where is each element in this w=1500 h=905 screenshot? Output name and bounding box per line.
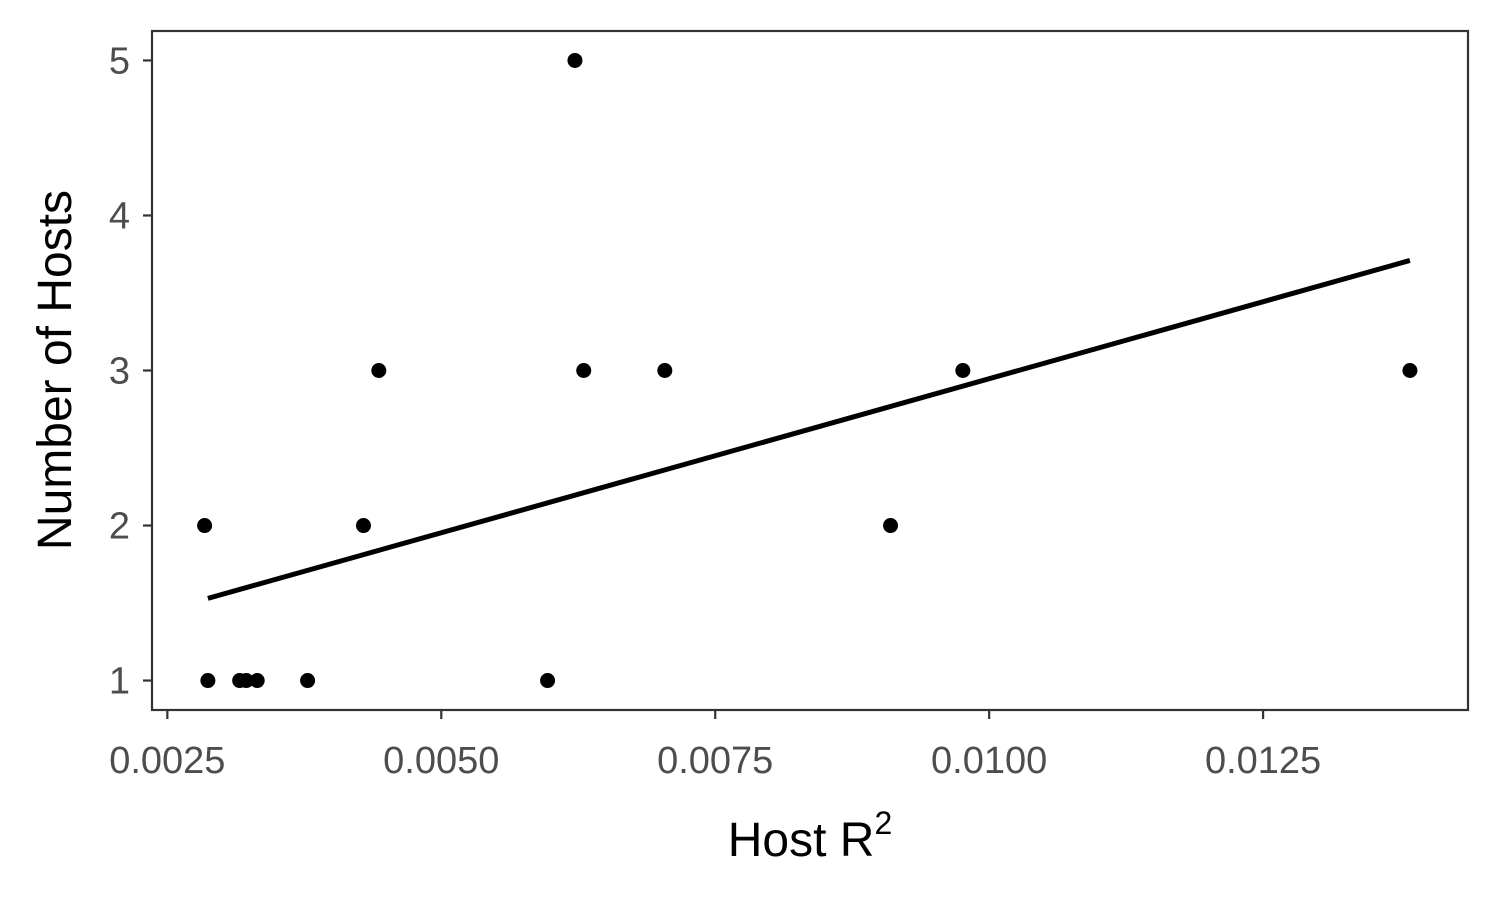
data-point	[576, 363, 592, 378]
y-tick-label: 4	[109, 195, 130, 237]
x-tick-label: 0.0075	[657, 740, 773, 782]
y-tick-label: 1	[109, 661, 130, 703]
data-point	[657, 363, 673, 378]
panel-border	[150, 29, 1470, 712]
y-tick-label: 3	[109, 351, 130, 393]
x-axis-ticks: 0.0025 0.0050 0.0075 0.0100 0.0125	[109, 710, 1321, 782]
x-tick-label: 0.0125	[1205, 740, 1321, 782]
x-tick-label: 0.0100	[931, 740, 1047, 782]
x-tick-label: 0.0050	[383, 740, 499, 782]
x-axis-title-superscript: 2	[874, 805, 892, 841]
data-point	[200, 673, 216, 689]
data-point	[300, 673, 316, 689]
data-point	[197, 518, 213, 534]
data-point	[238, 673, 254, 689]
x-axis-title-text: Host R	[728, 814, 875, 867]
data-point	[1402, 363, 1418, 378]
data-point	[540, 673, 556, 689]
trend-line-layer	[207, 258, 1411, 601]
data-point	[355, 518, 371, 534]
y-axis-title: Number of Hosts	[29, 190, 82, 550]
data-point	[249, 673, 265, 689]
x-tick-label: 0.0025	[109, 740, 225, 782]
y-axis-ticks: 1 2 3 4 5	[109, 40, 152, 703]
data-point	[567, 52, 583, 68]
y-tick-label: 2	[109, 506, 130, 548]
trend-line	[207, 258, 1411, 601]
point-layer	[197, 52, 1418, 689]
data-point	[371, 363, 387, 378]
y-tick-label: 5	[109, 40, 130, 82]
x-axis-title: Host R2	[728, 805, 893, 867]
data-point	[955, 363, 971, 378]
data-point	[883, 518, 899, 534]
